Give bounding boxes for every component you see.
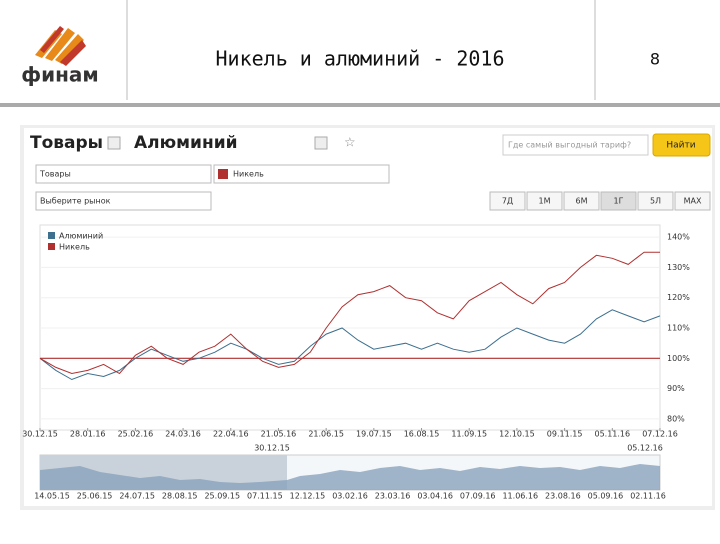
series-line [39,309,661,381]
navigator-label: 24.07.15 [119,492,155,501]
y-tick-label: 130% [667,263,690,272]
item-color [218,169,228,179]
navigator-label: 14.05.15 [34,492,70,501]
group-select[interactable] [35,164,212,184]
navigator-label: 12.12.15 [290,492,326,501]
x-tick-label: 07.12.16 [642,430,678,439]
x-tick-label: 30.12.15 [22,430,58,439]
navigator-label: 25.09.15 [204,492,240,501]
logo-text: финам [21,63,99,87]
x-tick-label: 05.11.16 [594,430,630,439]
x-tick-label: 09.11.15 [547,430,583,439]
period-label: 1Г [614,197,624,206]
period-buttons: 7Д 1М 6М 1Г 5Л MAX [489,191,711,211]
header-rule [0,103,720,107]
y-tick-label: 140% [667,233,690,242]
navigator-label: 07.09.16 [460,492,496,501]
period-label: 7Д [502,197,513,206]
x-tick-label: 12.10.15 [499,430,535,439]
navigator-label: 11.06.16 [502,492,538,501]
x-tick-label: 22.04.16 [213,430,249,439]
y-tick-label: 120% [667,293,690,302]
x-tick-label: 24.03.16 [165,430,201,439]
navigator-start: 30.12.15 [254,444,290,453]
group-select-label: Товары [39,170,71,179]
slide-title: Никель и алюминий - 2016 [216,47,505,71]
dropdown-toggle[interactable] [107,136,121,150]
x-tick-label: 21.05.16 [261,430,297,439]
item-select-label: Никель [233,170,264,179]
navigator-series [40,464,660,490]
favorite-star[interactable]: ☆ [344,136,356,151]
period-label: 1М [539,197,551,206]
x-tick-label: 21.06.15 [308,430,344,439]
period-label: 5Л [650,197,661,206]
x-tick-label: 19.07.15 [356,430,392,439]
period-label: MAX [684,197,702,206]
legend-swatch [48,243,55,250]
series-line [39,251,660,375]
period-label: 6М [576,197,588,206]
logo [35,26,86,66]
navigator-end: 05.12.16 [627,444,663,453]
search-button-label: Найти [666,141,695,151]
navigator-labels: 14.05.15 25.06.15 24.07.15 28.08.15 25.09.15… [34,492,666,501]
legend-label: Алюминий [59,232,103,241]
legend-swatch [48,232,55,239]
period-button[interactable] [637,191,674,211]
navigator-label: 25.06.15 [77,492,113,501]
page-number: 8 [650,50,660,69]
navigator-label: 05.09.16 [588,492,624,501]
navigator-label: 23.03.16 [375,492,411,501]
y-tick-label: 80% [667,414,685,423]
navigator-label: 03.04.16 [417,492,453,501]
item-title: Алюминий [134,133,238,153]
period-button[interactable] [563,191,600,211]
x-tick-label: 28.01.16 [70,430,106,439]
period-button[interactable] [489,191,526,211]
dropdown-toggle[interactable] [314,136,328,150]
period-button[interactable] [526,191,563,211]
search-input[interactable] [502,134,649,156]
market-select-label: Выберите рынок [40,197,111,206]
y-tick-label: 110% [667,324,690,333]
group-title: Товары [30,133,103,153]
navigator-label: 02.11.16 [630,492,666,501]
period-button[interactable] [674,191,711,211]
market-select[interactable] [35,191,212,211]
search-button[interactable] [652,133,711,157]
x-tick-label: 25.02.16 [118,430,154,439]
y-tick-label: 100% [667,354,690,363]
legend-label: Никель [59,243,90,252]
navigator-label: 23.08.16 [545,492,581,501]
navigator-label: 03.02.16 [332,492,368,501]
navigator-label: 07.11.15 [247,492,283,501]
item-select[interactable] [213,164,390,184]
period-button[interactable] [600,191,637,211]
search-placeholder: Где самый выгодный тариф? [508,141,631,150]
navigator-label: 28.08.15 [162,492,198,501]
x-tick-label: 11.09.15 [451,430,487,439]
y-tick-label: 90% [667,384,685,393]
x-tick-label: 16.08.15 [404,430,440,439]
